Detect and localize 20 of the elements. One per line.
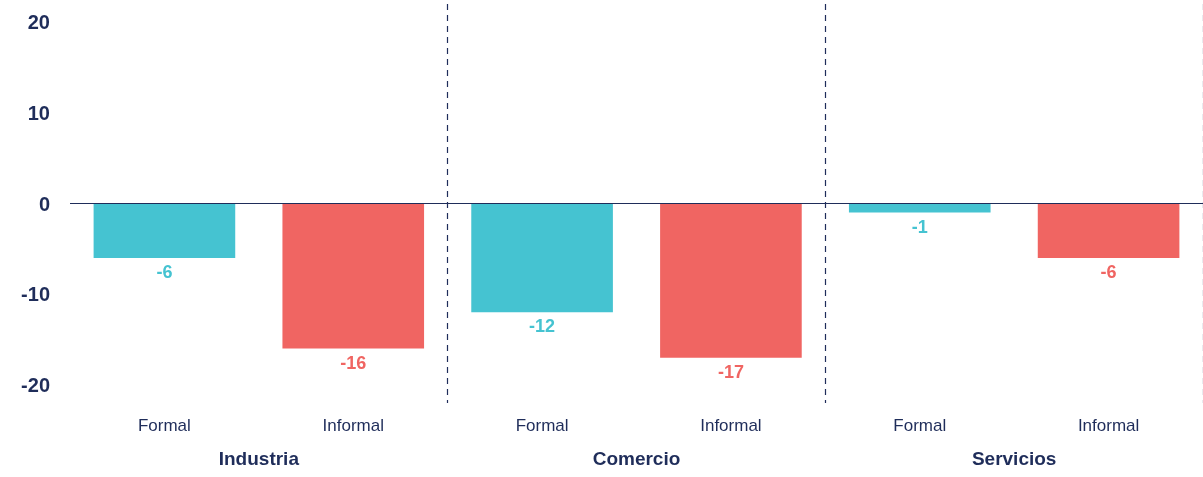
y-tick-label: 10 [27, 101, 50, 124]
data-label: -17 [717, 361, 744, 382]
y-tick-label: 0 [38, 192, 50, 215]
y-tick-label: -20 [21, 373, 50, 396]
y-tick-label: 20 [27, 11, 50, 34]
x-tick-label: Formal [515, 416, 569, 435]
text: Industria [218, 448, 300, 469]
x-tick-label: Informal [1077, 416, 1140, 435]
data-label: -1 [911, 216, 928, 237]
y-tick-label: -10 [21, 283, 50, 306]
data-label: -12 [529, 316, 556, 337]
x-tick-label: Formal [893, 416, 947, 435]
data-label: -6 [156, 261, 173, 282]
x-tick-label: Informal [322, 416, 384, 435]
x-tick-label: Formal [137, 416, 191, 435]
data-label: -6 [1100, 261, 1117, 282]
text: Servicios [971, 448, 1057, 469]
text: Comercio [592, 448, 681, 469]
x-tick-label: Informal [700, 416, 762, 435]
data-label: -16 [340, 352, 367, 373]
